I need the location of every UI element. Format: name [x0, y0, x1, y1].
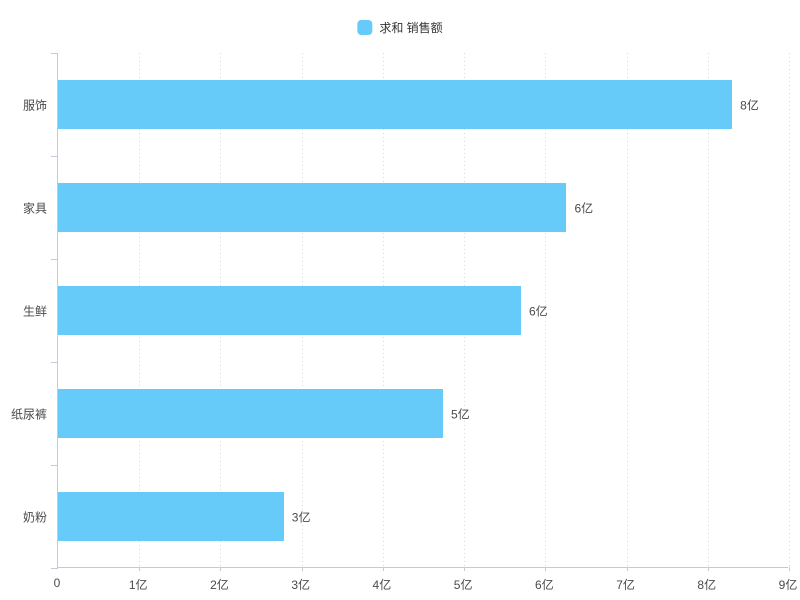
x-axis-label: 5亿 — [453, 578, 473, 592]
category-label: 纸尿裤 — [10, 407, 47, 421]
gridline — [789, 53, 790, 567]
bar-4[interactable] — [58, 492, 284, 541]
y-axis-tick — [51, 53, 58, 54]
bar-value-label: 6亿 — [574, 201, 594, 215]
x-axis-label: 9亿 — [778, 578, 798, 592]
x-axis-tick — [464, 567, 466, 571]
x-axis-label: 6亿 — [534, 578, 554, 592]
bar-1[interactable] — [58, 183, 567, 232]
legend-swatch-icon — [357, 20, 373, 35]
x-axis-label: 4亿 — [372, 578, 392, 592]
x-axis-label: 2亿 — [210, 578, 229, 592]
x-axis-label: 0 — [53, 576, 61, 590]
bar-2[interactable] — [58, 286, 521, 335]
legend-item[interactable]: 求和 销售额 — [357, 19, 443, 36]
bar-value-label: 6亿 — [528, 304, 548, 318]
y-axis-tick — [51, 362, 58, 363]
y-axis-tick — [51, 156, 58, 157]
category-label: 服饰 — [22, 98, 47, 112]
x-axis-tick — [139, 567, 141, 571]
x-axis-tick — [789, 567, 790, 571]
legend-label: 求和 销售额 — [379, 21, 443, 35]
y-axis-tick — [51, 568, 58, 569]
bar-value-label: 5亿 — [450, 407, 470, 421]
y-axis-tick — [51, 465, 58, 466]
plot-area: 8亿 6亿 6亿 5亿 3亿 — [51, 53, 790, 571]
bar-value-label: 3亿 — [291, 510, 311, 524]
x-axis-label: 3亿 — [291, 578, 310, 592]
x-axis-tick — [382, 567, 384, 571]
x-axis-label: 1亿 — [128, 578, 148, 592]
x-axis-tick — [301, 567, 303, 571]
x-axis-tick — [545, 567, 547, 571]
gridline — [626, 53, 628, 567]
y-axis-tick — [51, 259, 58, 260]
x-axis-tick — [626, 567, 628, 571]
bar-0[interactable] — [58, 80, 733, 129]
gridline — [707, 53, 709, 567]
category-label: 奶粉 — [22, 510, 47, 524]
x-axis-tick-labels: 0 1亿 2亿 3亿 4亿 5亿 6亿 7亿 8亿 9亿 — [0, 576, 800, 596]
x-axis-tick — [707, 567, 709, 571]
bar-3[interactable] — [58, 389, 443, 438]
y-axis-category-labels: 服饰家具生鲜纸尿裤奶粉 — [0, 53, 47, 568]
category-label: 生鲜 — [22, 304, 47, 318]
gridline — [545, 53, 547, 567]
category-label: 家具 — [22, 201, 47, 215]
x-axis-label: 7亿 — [616, 578, 635, 592]
bar-value-label: 8亿 — [740, 98, 759, 112]
x-axis-tick — [220, 567, 222, 571]
x-axis-label: 8亿 — [697, 578, 717, 592]
